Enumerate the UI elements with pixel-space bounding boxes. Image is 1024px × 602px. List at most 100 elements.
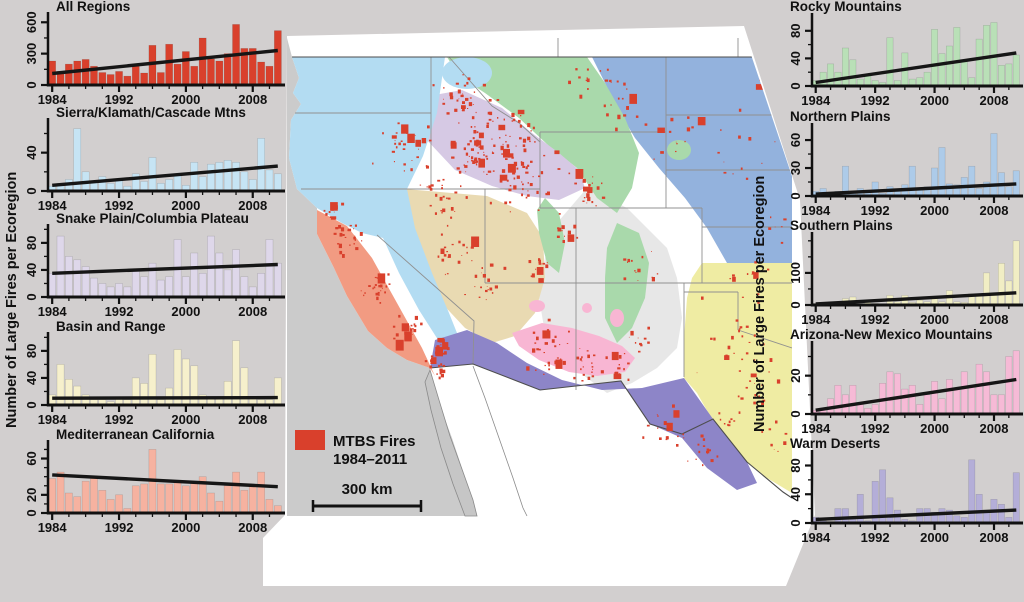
fire-patch xyxy=(462,101,465,104)
fire-patch xyxy=(509,201,512,204)
bar-2001 xyxy=(190,162,199,192)
fire-patch xyxy=(532,176,534,178)
y-tick-label: 30 xyxy=(788,161,803,175)
bar-1986 xyxy=(65,379,73,406)
bar-2011 xyxy=(274,173,282,192)
fire-patch xyxy=(519,137,522,140)
fire-patch xyxy=(511,120,514,122)
fire-patch xyxy=(420,322,423,326)
fire-patch xyxy=(581,380,584,382)
fire-patch xyxy=(615,371,619,375)
fire-patch xyxy=(753,359,756,361)
fire-patch xyxy=(421,138,427,144)
x-tick-label: 1992 xyxy=(861,312,890,327)
chart-svg: 1984 1992 2000 2008 0 30 60 Northern Plains xyxy=(788,110,1023,218)
fire-patch xyxy=(458,122,460,124)
fire-patch xyxy=(738,411,741,414)
x-tick-label: 1992 xyxy=(861,203,890,218)
fire-patch xyxy=(522,165,526,168)
fire-patch xyxy=(481,272,482,274)
bar-1986 xyxy=(65,63,73,86)
chart-svg: 1984 1992 2000 2008 0 20 60 Mediterranean Calif… xyxy=(24,428,285,534)
ecoregion-map: MTBS Fires 1984–2011 300 km xyxy=(287,38,792,518)
fire-patch xyxy=(515,145,517,147)
bar-1997 xyxy=(908,165,916,197)
trend-line xyxy=(52,395,278,400)
fire-patch xyxy=(775,91,779,96)
fire-patch xyxy=(411,160,413,161)
bar-2004 xyxy=(215,252,224,298)
fire-patch xyxy=(618,355,622,359)
fire-patch xyxy=(521,181,523,183)
fire-patch xyxy=(478,158,485,168)
fire-patch xyxy=(542,262,546,265)
fire-patch xyxy=(501,153,503,155)
chart-title: Arizona-New Mexico Mountains xyxy=(790,328,993,342)
bar-1994 xyxy=(131,269,140,298)
bar-2007 xyxy=(983,272,990,306)
fire-patch xyxy=(487,289,489,291)
fire-patch xyxy=(621,97,624,100)
fire-patch xyxy=(442,339,445,343)
fire-patch xyxy=(586,350,589,352)
fire-patch xyxy=(414,315,418,320)
fire-patch xyxy=(430,355,434,357)
trend-line xyxy=(52,262,278,275)
fire-patch xyxy=(442,195,445,198)
fire-patch xyxy=(568,80,571,85)
fire-patch xyxy=(418,148,419,150)
fire-patch xyxy=(728,420,731,424)
fire-patch xyxy=(532,348,536,353)
bar-1997 xyxy=(157,72,165,86)
fire-patch xyxy=(700,434,704,438)
chart-svg: 1984 1992 2000 2008 0 300 600 All Regions xyxy=(24,0,285,106)
x-tick-label: 2000 xyxy=(171,198,200,212)
fire-patch xyxy=(542,330,551,339)
fire-patch xyxy=(403,325,407,329)
fire-patch xyxy=(508,188,512,192)
fire-patch xyxy=(475,160,478,163)
fire-patch xyxy=(457,260,461,264)
chart-svg: 1984 1992 2000 2008 0 40 80 Snake Plain/Columbi… xyxy=(24,212,285,318)
bar-1995 xyxy=(140,72,148,86)
x-tick-label: 1984 xyxy=(801,93,831,108)
fire-patch xyxy=(441,258,445,262)
fire-patch xyxy=(757,331,759,333)
bar-1999 xyxy=(923,71,931,87)
trend-line xyxy=(815,377,1017,412)
fire-patch xyxy=(754,261,758,264)
trend-line xyxy=(52,473,278,489)
fire-patch xyxy=(429,365,433,369)
fire-patch xyxy=(470,126,473,128)
fire-patch xyxy=(377,273,386,284)
fire-patch xyxy=(440,363,443,366)
bar-2011 xyxy=(1012,240,1020,306)
fire-patch xyxy=(419,184,422,186)
fire-patch xyxy=(502,143,504,146)
fire-patch xyxy=(349,244,351,246)
fire-patch xyxy=(745,386,748,389)
bar-2005 xyxy=(223,269,232,298)
fire-patch xyxy=(439,369,446,374)
bar-2002 xyxy=(946,379,953,415)
fire-patch xyxy=(581,356,583,359)
fire-patch xyxy=(460,94,464,98)
fire-patch xyxy=(600,370,604,374)
bar-1990 xyxy=(98,72,107,86)
fire-patch xyxy=(702,464,704,467)
fire-patch xyxy=(337,243,340,245)
bar-2008 xyxy=(990,394,998,415)
fire-patch xyxy=(587,354,590,359)
fire-patch xyxy=(754,383,755,384)
fire-patch xyxy=(657,127,665,133)
fire-patch xyxy=(363,294,365,297)
fire-patch xyxy=(493,144,496,147)
fire-patch xyxy=(465,152,469,156)
fire-patch xyxy=(554,345,557,348)
bar-2009 xyxy=(257,138,265,192)
fire-patch xyxy=(487,111,491,115)
y-tick-label: 60 xyxy=(788,133,803,147)
fire-patch xyxy=(531,273,535,278)
fire-patch xyxy=(344,236,347,238)
fire-patch xyxy=(538,262,542,265)
